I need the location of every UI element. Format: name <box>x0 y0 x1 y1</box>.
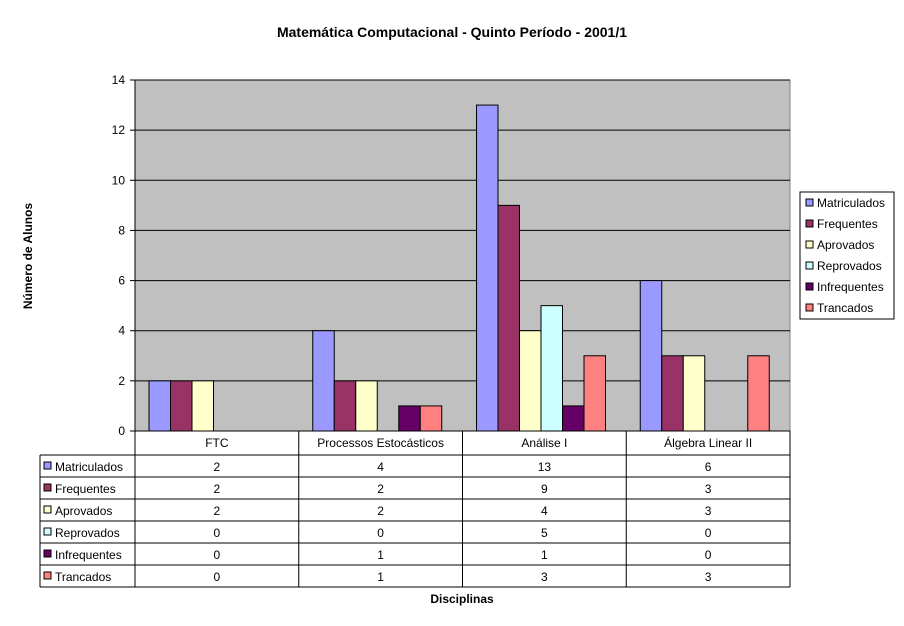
bar-frequentes-ftc <box>170 380 193 432</box>
table-cell: 0 <box>377 526 384 540</box>
table-cell: 2 <box>377 482 384 496</box>
table-row-label: Aprovados <box>55 504 112 518</box>
bar-aprovados-ftc <box>191 380 214 432</box>
y-axis-title: Número de Alunos <box>21 203 35 310</box>
bars <box>148 104 770 432</box>
table-cell: 4 <box>377 460 384 474</box>
table-row-label: Frequentes <box>55 482 116 496</box>
bar-infrequentes-processos-estocasticos <box>398 405 421 432</box>
y-tick-label: 8 <box>118 223 125 237</box>
bar-aprovados-processos-estocasticos <box>355 380 378 432</box>
table-cell: 2 <box>377 504 384 518</box>
y-tick-label: 2 <box>118 374 125 388</box>
table-cell: 3 <box>705 570 712 584</box>
data-table: FTC Processos Estocásticos Análise I Álgebr… <box>39 430 791 588</box>
table-cell: 0 <box>705 548 712 562</box>
legend-label: Matriculados <box>817 196 885 210</box>
x-tick-label: Análise I <box>521 436 567 450</box>
y-tick-label: 6 <box>118 274 125 288</box>
table-cell: 4 <box>541 504 548 518</box>
legend-label: Aprovados <box>817 238 874 252</box>
x-tick-label: Processos Estocásticos <box>317 436 444 450</box>
legend-label: Frequentes <box>817 217 878 231</box>
table-row-label: Matriculados <box>55 460 123 474</box>
y-tick-label: 14 <box>112 73 126 87</box>
table-legend-key <box>43 505 52 514</box>
x-axis-title: Disciplinas <box>430 592 494 606</box>
chart-title: Matemática Computacional - Quinto Períod… <box>277 24 627 40</box>
table-cell: 0 <box>705 526 712 540</box>
table-legend-key <box>43 527 52 536</box>
table-cell: 0 <box>214 570 221 584</box>
legend-key <box>805 198 814 207</box>
table-legend-key <box>43 571 52 580</box>
table-cell: 0 <box>214 548 221 562</box>
bar-matriculados-algebra-linear-ii <box>639 280 663 432</box>
y-tick-label: 0 <box>118 424 125 438</box>
x-tick-label: Álgebra Linear II <box>664 435 752 450</box>
table-cell: 5 <box>541 526 548 540</box>
table-cell: 1 <box>377 548 384 562</box>
table-cell: 3 <box>541 570 548 584</box>
bar-matriculados-processos-estocasticos <box>312 330 335 432</box>
legend-key <box>805 303 814 312</box>
bar-aprovados-algebra-linear-ii <box>682 355 706 432</box>
table-cell: 9 <box>541 482 548 496</box>
y-tick-label: 10 <box>112 173 126 187</box>
bar-matriculados-ftc <box>148 380 171 432</box>
table-legend-key <box>43 549 52 558</box>
legend-key <box>805 261 814 270</box>
table-cell: 6 <box>705 460 712 474</box>
table-row-label: Infrequentes <box>55 548 122 562</box>
table-cell: 13 <box>538 460 552 474</box>
legend-label: Infrequentes <box>817 280 884 294</box>
bar-trancados-analise-i <box>583 355 606 432</box>
bar-trancados-processos-estocasticos <box>419 405 443 432</box>
bar-frequentes-analise-i <box>497 204 520 432</box>
y-axis: 0 2 4 6 8 10 12 14 <box>112 73 135 438</box>
legend-box <box>799 191 895 320</box>
legend-key <box>805 240 814 249</box>
table-cell: 1 <box>377 570 384 584</box>
table-legend-key <box>43 483 52 492</box>
table-cell: 2 <box>214 460 221 474</box>
table-cell: 2 <box>214 504 221 518</box>
legend-label: Reprovados <box>817 259 882 273</box>
bar-aprovados-analise-i <box>519 330 542 432</box>
x-tick-label: FTC <box>205 436 229 450</box>
legend-key <box>805 282 814 291</box>
table-row-label: Reprovados <box>55 526 120 540</box>
bar-trancados-algebra-linear-ii <box>747 355 770 432</box>
table-cell: 3 <box>705 482 712 496</box>
bar-infrequentes-analise-i <box>562 405 585 432</box>
legend-label: Trancados <box>817 301 873 315</box>
y-tick-label: 12 <box>112 123 126 137</box>
legend: Matriculados Frequentes Aprovados Reprovado… <box>805 196 885 315</box>
table-cell: 0 <box>214 526 221 540</box>
table-row-label: Trancados <box>55 570 111 584</box>
bar-frequentes-algebra-linear-ii <box>661 355 684 432</box>
y-tick-label: 4 <box>118 324 125 338</box>
legend-key <box>805 219 814 228</box>
bar-reprovados-analise-i <box>540 305 563 432</box>
table-cell: 3 <box>705 504 712 518</box>
table-cell: 1 <box>541 548 548 562</box>
table-legend-key <box>43 461 52 470</box>
bar-matriculados-analise-i <box>476 104 499 432</box>
table-cell: 2 <box>214 482 221 496</box>
bar-frequentes-processos-estocasticos <box>333 380 357 432</box>
